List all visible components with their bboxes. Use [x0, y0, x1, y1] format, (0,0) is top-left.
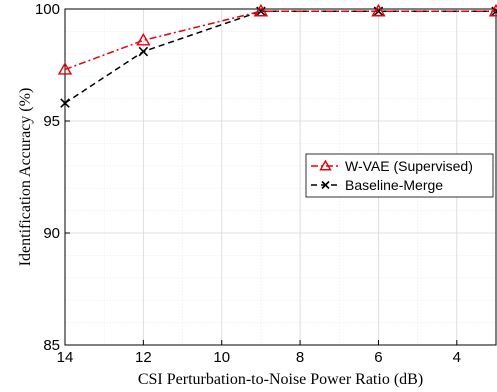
legend-item: Baseline-Merge	[311, 177, 443, 193]
legend-marker	[321, 180, 330, 190]
y-tick-label: 90	[43, 225, 60, 242]
legend-label: Baseline-Merge	[345, 177, 443, 193]
data-point-marker	[256, 6, 266, 17]
x-tick-label: 12	[135, 349, 152, 366]
data-point-marker	[371, 3, 386, 17]
y-tick-label: 95	[43, 113, 60, 130]
x-axis-title: CSI Perturbation-to-Noise Power Ratio (d…	[138, 371, 423, 388]
data-point-marker	[373, 6, 384, 17]
y-tick-label: 85	[43, 337, 60, 354]
series-w-vae-supervised	[57, 3, 497, 75]
legend-item: W-VAE (Supervised)	[311, 158, 473, 174]
legend: W-VAE (Supervised) Baseline-Merge	[305, 153, 494, 198]
legend-marker	[319, 159, 332, 171]
data-point-marker	[136, 32, 151, 46]
x-tick-label: 8	[296, 349, 304, 366]
y-axis-title: Identification Accuracy (%)	[17, 88, 34, 267]
series-line	[64, 10, 496, 71]
data-point-marker	[253, 3, 269, 17]
data-point-marker	[138, 46, 149, 57]
x-tick-label: 4	[453, 349, 461, 366]
data-point-marker	[57, 62, 73, 75]
minor-grid	[65, 9, 496, 345]
axis-ticks	[64, 8, 458, 346]
data-point-marker	[60, 98, 70, 108]
tick-labels: 85 90 95 100 14 12 10 8 6 4	[35, 1, 461, 366]
x-tick-label: 10	[213, 349, 230, 366]
legend-items: W-VAE (Supervised) Baseline-Merge	[311, 158, 473, 193]
series-layer	[57, 3, 497, 108]
x-tick-label: 6	[374, 349, 382, 366]
x-tick-label: 14	[57, 349, 74, 366]
legend-label: W-VAE (Supervised)	[345, 158, 473, 174]
plot-border	[64, 8, 497, 346]
y-tick-label: 100	[35, 1, 60, 18]
legend-box	[305, 153, 494, 198]
data-point-marker	[488, 3, 497, 17]
